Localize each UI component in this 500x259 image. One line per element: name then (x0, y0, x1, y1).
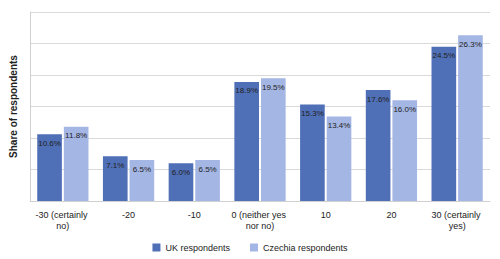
svg-text:18.9%: 18.9% (235, 86, 258, 95)
svg-text:yes): yes) (449, 221, 466, 231)
svg-text:Share of respondents: Share of respondents (8, 55, 19, 158)
svg-text:13.4%: 13.4% (328, 121, 351, 130)
svg-text:7.1%: 7.1% (106, 161, 124, 170)
svg-text:-20: -20 (122, 210, 135, 220)
svg-text:6.5%: 6.5% (133, 165, 151, 174)
svg-text:6.0%: 6.0% (172, 168, 190, 177)
svg-text:16.0%: 16.0% (393, 105, 416, 114)
svg-text:11.8%: 11.8% (65, 131, 87, 140)
svg-text:30 (certainly: 30 (certainly (431, 210, 483, 220)
svg-text:-30 (certainly: -30 (certainly (36, 210, 91, 220)
svg-text:UK respondents: UK respondents (165, 243, 230, 253)
svg-text:15.3%: 15.3% (301, 109, 324, 118)
svg-text:26.3%: 26.3% (459, 40, 482, 49)
svg-text:no): no) (56, 221, 69, 231)
svg-text:6.5%: 6.5% (198, 165, 216, 174)
svg-text:0 (neither yes: 0 (neither yes (231, 210, 288, 220)
svg-text:10: 10 (321, 210, 331, 220)
svg-text:-10: -10 (188, 210, 201, 220)
svg-text:Czechia respondents: Czechia respondents (263, 243, 348, 253)
svg-text:19.5%: 19.5% (262, 83, 285, 92)
svg-text:nor no): nor no) (246, 221, 275, 231)
svg-text:20: 20 (386, 210, 396, 220)
svg-text:24.5%: 24.5% (432, 51, 455, 60)
svg-text:17.6%: 17.6% (367, 95, 390, 104)
svg-text:10.6%: 10.6% (38, 139, 61, 148)
